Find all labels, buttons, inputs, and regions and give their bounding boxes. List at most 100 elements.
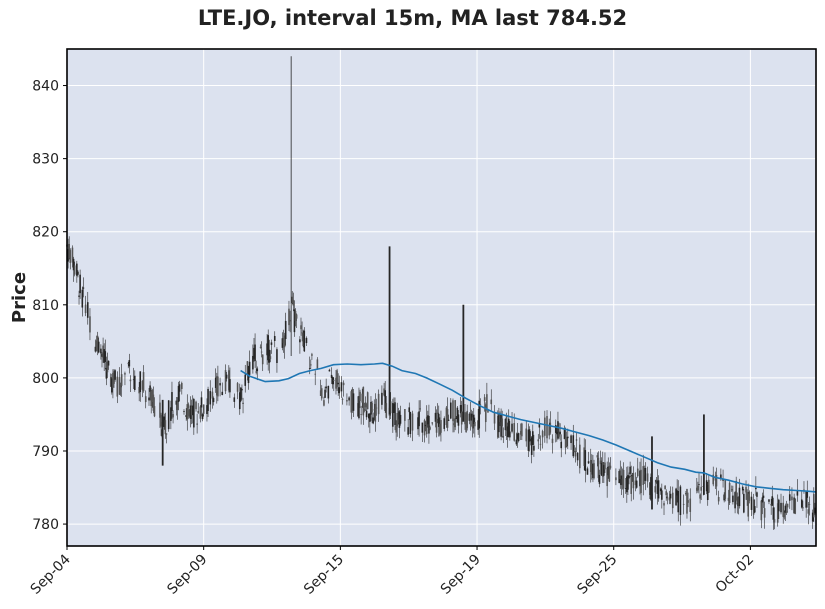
x-tick-label-3: Sep-19	[438, 552, 484, 598]
candle-body-175	[364, 402, 367, 408]
candle-body-24	[104, 351, 107, 362]
candle-body-223	[443, 418, 446, 429]
candle-body-180	[370, 401, 372, 415]
candle-body-441	[814, 507, 816, 514]
candle-body-98	[229, 379, 231, 393]
candle-body-198	[397, 418, 400, 424]
candle-body-150	[325, 386, 327, 389]
candle-body-165	[350, 391, 353, 413]
candle-body-421	[780, 502, 782, 513]
candle-body-220	[437, 413, 440, 427]
candle-body-208	[419, 408, 421, 410]
candle-body-95	[224, 370, 227, 392]
candle-body-160	[340, 382, 343, 392]
candle-body-282	[541, 431, 544, 438]
candle-body-230	[454, 400, 456, 428]
candle-body-42	[133, 375, 136, 391]
candle-body-26	[106, 361, 109, 373]
candle-body-54	[159, 402, 161, 418]
candle-body-93	[219, 383, 221, 386]
candle-body-305	[583, 447, 585, 466]
candle-body-427	[788, 494, 791, 501]
candle-body-381	[708, 479, 710, 493]
candle-body-262	[506, 426, 509, 437]
candle-body-222	[440, 420, 442, 433]
candle-body-153	[330, 374, 333, 379]
candle-body-27	[107, 360, 110, 366]
candle-body-426	[786, 503, 789, 508]
candle-body-174	[363, 408, 366, 411]
candle-body-252	[490, 399, 493, 405]
candle-body-215	[429, 427, 431, 430]
candle-body-340	[635, 480, 638, 488]
candle-body-90	[214, 377, 217, 388]
candle-body-5	[72, 258, 75, 271]
candle-body-119	[268, 349, 271, 363]
candle-body-229	[453, 423, 455, 426]
candle-body-368	[682, 503, 685, 505]
candle-body-349	[650, 477, 652, 500]
candle-body-258	[501, 418, 503, 427]
candle-body-59	[165, 433, 168, 435]
candle-body-205	[411, 413, 414, 431]
candle-body-118	[267, 335, 269, 361]
candle-body-409	[756, 492, 758, 497]
candle-body-195	[394, 402, 396, 426]
candle-body-219	[436, 412, 439, 414]
candle-body-310	[591, 463, 593, 475]
candle-body-361	[668, 497, 671, 501]
candle-body-28	[109, 377, 112, 387]
candle-body-294	[563, 428, 566, 440]
candle-body-221	[439, 423, 441, 435]
y-tick-label-4: 820	[32, 225, 59, 241]
candle-body-2	[68, 243, 70, 259]
candle-body-323	[608, 466, 611, 482]
candle-body-7	[76, 263, 78, 276]
candle-body-317	[600, 462, 603, 476]
candle-body-271	[521, 423, 523, 437]
candle-body-339	[634, 480, 637, 486]
candle-body-225	[446, 409, 449, 428]
candle-body-62	[171, 392, 173, 411]
candle-body-103	[241, 388, 243, 391]
candle-body-391	[728, 482, 731, 504]
candle-body-152	[328, 369, 331, 372]
candle-body-97	[228, 370, 230, 391]
candle-body-102	[240, 387, 242, 401]
candle-body-248	[483, 397, 486, 402]
candle-body-365	[676, 490, 678, 496]
x-tick-label-1: Sep-09	[164, 552, 210, 598]
candle-body-278	[533, 445, 535, 451]
candle-body-309	[589, 459, 592, 473]
candle-body-292	[559, 431, 561, 435]
candle-body-10	[79, 274, 81, 294]
candle-body-179	[369, 413, 371, 422]
candle-body-332	[626, 476, 628, 493]
candle-body-227	[449, 402, 452, 419]
candle-body-101	[238, 392, 241, 410]
candle-body-94	[221, 391, 224, 395]
candle-body-346	[644, 467, 647, 481]
candle-body-352	[655, 479, 658, 483]
candle-body-142	[310, 364, 312, 366]
candle-body-414	[768, 499, 770, 502]
chart-title: LTE.JO, interval 15m, MA last 784.52	[197, 6, 628, 30]
candle-body-241	[470, 413, 473, 421]
candle-body-57	[163, 416, 166, 427]
candle-body-355	[659, 488, 662, 492]
candle-body-405	[750, 496, 753, 510]
candle-body-408	[755, 487, 757, 490]
candle-body-267	[515, 439, 518, 445]
candle-body-231	[455, 418, 458, 419]
candle-body-9	[78, 295, 80, 297]
candle-body-233	[457, 414, 460, 426]
candle-body-68	[181, 383, 183, 389]
candle-body-189	[384, 390, 386, 412]
candle-body-412	[762, 495, 765, 498]
candle-body-273	[527, 429, 530, 451]
candle-body-415	[770, 503, 772, 506]
candle-body-320	[604, 462, 606, 470]
candle-body-301	[574, 451, 577, 457]
candle-body-245	[477, 420, 479, 430]
candle-body-36	[120, 374, 123, 386]
